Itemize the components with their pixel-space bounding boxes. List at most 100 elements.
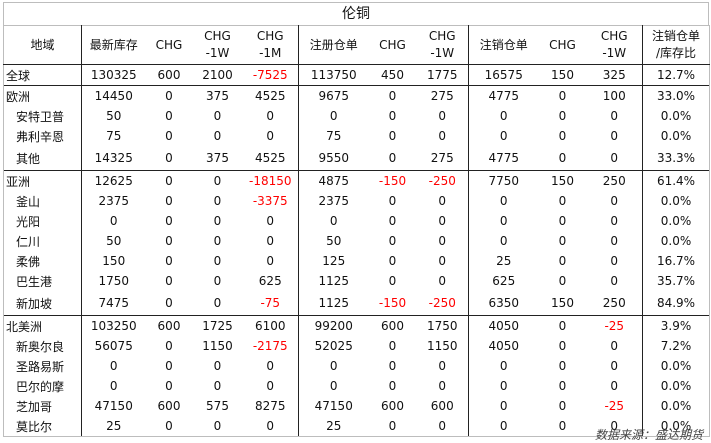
table-cell: 1750 — [416, 315, 469, 336]
table-cell: 2375 — [98, 194, 130, 208]
table-cell: 0 — [388, 254, 397, 268]
table-cell: 1125 — [318, 296, 350, 310]
table-cell: 9675 — [298, 85, 369, 106]
table-cell: 0 — [416, 416, 469, 437]
table-cell: 0 — [329, 359, 338, 373]
table-cell: 0 — [213, 379, 222, 393]
table-cell: 0 — [165, 254, 173, 268]
table-cell: 14450 — [81, 85, 146, 106]
warehouse-name: 新加坡 — [3, 291, 82, 316]
table-cell: 600 — [145, 315, 193, 336]
table-cell: 47150 — [94, 399, 133, 413]
table-row: 仁川 50 0 0 0 50 0 0 0 0 0 0.0% — [3, 231, 710, 251]
header-text: CHG — [256, 29, 284, 43]
table-cell: 16575 — [484, 68, 523, 82]
table-cell: 0 — [368, 416, 417, 437]
table-cell: 125 — [322, 254, 346, 268]
table-cell: -75 — [242, 291, 299, 316]
table-cell: 0.0% — [642, 416, 710, 437]
table-cell: 103250 — [81, 315, 146, 336]
warehouse-name: 莫比尔 — [3, 416, 82, 437]
warehouse-name: 圣路易斯 — [3, 356, 82, 376]
table-row: 釜山 2375 0 0 -3375 2375 0 0 0 0 0 0.0% — [3, 191, 710, 211]
table-row: 光阳 0 0 0 0 0 0 0 0 0 0 0.0% — [3, 211, 710, 231]
table-cell: 0 — [416, 356, 469, 376]
table-cell: 1725 — [192, 315, 243, 336]
table-cell: 0 — [213, 274, 222, 288]
header-text: -1W — [602, 46, 627, 60]
table-cell: 0 — [558, 379, 567, 393]
header-text: 最新库存 — [89, 37, 138, 52]
table-cell: 0 — [416, 376, 469, 396]
table-cell: 1775 — [416, 64, 469, 86]
table-cell: 0 — [388, 274, 397, 288]
table-row: 亚洲 12625 0 0 -18150 4875 -150 -250 7750 150 250 61.… — [3, 170, 710, 191]
table-cell: 0 — [499, 129, 508, 143]
table-cell: 130325 — [90, 68, 137, 82]
table-cell: 600 — [416, 396, 469, 416]
table-cell: 61.4% — [642, 170, 710, 191]
table-cell: 0 — [388, 359, 397, 373]
table-row: 北美洲 103250 600 1725 6100 99200 600 1750 4050 0 -25… — [3, 315, 710, 336]
table-cell: 150 — [102, 254, 126, 268]
table-row: 欧洲 14450 0 375 4525 9675 0 275 4775 0 100 33.0% — [3, 85, 710, 106]
table-cell: 0 — [586, 336, 643, 356]
table-cell: 600 — [381, 399, 404, 413]
table-cell: 7.2% — [642, 336, 710, 356]
warehouse-name: 巴生港 — [3, 271, 82, 291]
table-cell: 0 — [558, 214, 567, 228]
table-cell: 33.0% — [642, 85, 710, 106]
warehouse-name: 釜山 — [3, 191, 82, 211]
header-chg-1m: CHG -1M — [242, 25, 299, 65]
header-text: CHG — [204, 29, 231, 43]
table-cell: -18150 — [242, 170, 299, 191]
table-cell: 50 — [106, 109, 122, 123]
table-cell: 0 — [388, 109, 397, 123]
table-cell: 0 — [558, 399, 567, 413]
table-body: 全球 130325 600 2100 -7525 113750 450 1775 16575 15… — [3, 64, 710, 437]
header-text: CHG — [549, 37, 576, 52]
header-cancelled-chg-1w: CHG -1W — [586, 25, 643, 65]
table-cell: 0 — [558, 109, 567, 123]
header-chg: CHG — [145, 25, 193, 65]
table-row: 巴生港 1750 0 0 625 1125 0 0 625 0 0 35.7% — [3, 271, 710, 291]
table-cell: 0 — [558, 359, 567, 373]
table-cell: 0 — [468, 416, 539, 437]
table-cell: 0 — [586, 231, 643, 251]
table-cell: 25 — [81, 416, 146, 437]
table-cell: -25 — [586, 315, 643, 336]
table-cell: 0 — [109, 214, 118, 228]
header-chg-1w: CHG -1W — [192, 25, 243, 65]
header-cancelled-warrants: 注销仓单 — [468, 25, 539, 65]
table-cell: 0 — [213, 194, 222, 208]
warehouse-name: 柔佛 — [3, 251, 82, 271]
table-cell: 1125 — [318, 274, 350, 288]
table-cell: 4775 — [488, 151, 520, 165]
table-cell: 0 — [388, 234, 397, 248]
table-cell: 0 — [165, 129, 173, 143]
table-cell: 0 — [145, 170, 193, 191]
table-cell: 625 — [242, 271, 299, 291]
table-row: 莫比尔 25 0 0 0 25 0 0 0 0 0 0.0% — [3, 416, 710, 437]
table-cell: 0 — [558, 194, 567, 208]
table-row: 圣路易斯 0 0 0 0 0 0 0 0 0 0 0.0% — [3, 356, 710, 376]
table-cell: 0 — [213, 359, 222, 373]
table-row: 其他 14325 0 375 4525 9550 0 275 4775 0 0 33.3% — [3, 146, 710, 171]
header-text: -1W — [430, 46, 455, 60]
header-cancelled-chg: CHG — [538, 25, 587, 65]
table-cell: 113750 — [310, 68, 357, 82]
region-name: 亚洲 — [3, 170, 82, 191]
table-cell: 0 — [242, 126, 299, 146]
table-cell: 1150 — [202, 339, 233, 353]
table-cell: 0 — [329, 379, 338, 393]
header-text: CHG — [428, 29, 456, 43]
table-cell: 0 — [165, 339, 173, 353]
table-cell: 0 — [499, 214, 508, 228]
warehouse-name: 其他 — [3, 146, 82, 171]
table-cell: 0 — [165, 379, 173, 393]
table-cell: 0 — [586, 376, 643, 396]
table-cell: 250 — [586, 170, 643, 191]
table-row: 全球 130325 600 2100 -7525 113750 450 1775 16575 15… — [3, 64, 710, 86]
table-cell: 275 — [416, 146, 469, 171]
table-cell: 3.9% — [642, 315, 710, 336]
